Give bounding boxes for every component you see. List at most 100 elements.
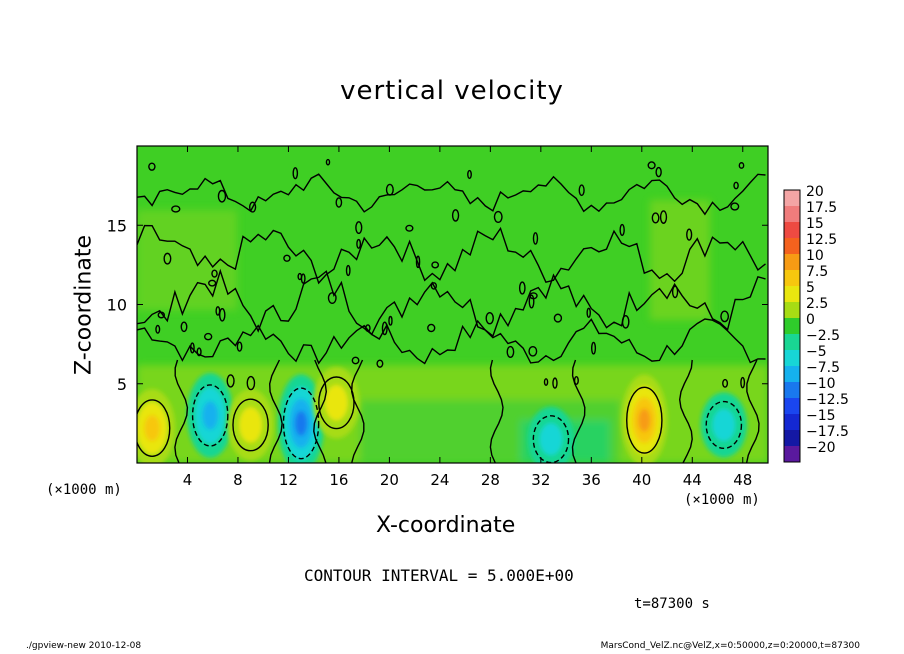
- contour-positive: [137, 399, 171, 457]
- contour-loop: [376, 359, 384, 368]
- contour-negative: [705, 400, 743, 450]
- colorbar-label: −2.5: [806, 328, 840, 344]
- colorbar-swatch: [784, 414, 800, 431]
- contour-positive: [318, 376, 355, 430]
- contour-zero: [137, 268, 766, 338]
- x-tick-label: 4: [183, 471, 193, 489]
- contour-loop: [297, 272, 303, 281]
- contour-loop: [356, 238, 362, 249]
- y-tick-label: 15: [107, 216, 127, 235]
- updraft-cell: [227, 389, 274, 461]
- colorbar-label: −15: [806, 408, 836, 424]
- contour-loop: [189, 342, 195, 354]
- contour-loop: [208, 279, 217, 287]
- colorbar-swatch: [784, 350, 800, 367]
- contour-loop: [381, 321, 388, 336]
- chart-title: vertical velocity: [340, 76, 564, 106]
- contour-loop: [292, 167, 299, 180]
- colorbar-swatch: [784, 366, 800, 383]
- contour-loop: [506, 345, 515, 358]
- colorbar-label: −7.5: [806, 360, 840, 376]
- contour-zero: [137, 173, 766, 216]
- contour-loop: [148, 162, 156, 171]
- contour-loop: [211, 269, 218, 278]
- contour-zero: [174, 359, 189, 463]
- contour-loop: [647, 161, 656, 170]
- contour-loop: [236, 341, 243, 352]
- contour-loop: [651, 212, 660, 224]
- contour-negative: [282, 387, 320, 460]
- colorbar-swatch: [784, 446, 800, 463]
- contour-loop: [528, 345, 538, 357]
- contour-loop: [327, 292, 337, 305]
- y-tick-label: 5: [117, 375, 127, 394]
- contour-loop: [590, 341, 597, 355]
- downdraft-cell: [187, 373, 234, 458]
- colorbar-swatch: [784, 286, 800, 303]
- x-axis-unit-left: (×1000 m): [46, 482, 122, 498]
- contour-loop: [427, 323, 436, 333]
- colorbar-label: 10: [806, 248, 824, 264]
- x-tick-label: 32: [531, 471, 550, 489]
- contour-loop: [451, 209, 460, 222]
- x-tick-label: 40: [632, 471, 651, 489]
- colorbar-label: 0: [806, 312, 815, 328]
- contour-loop: [671, 285, 679, 299]
- contour-loop: [180, 321, 188, 333]
- contour-loop: [196, 347, 202, 357]
- colorbar-label: 17.5: [806, 200, 837, 216]
- colorbar-swatch: [784, 398, 800, 415]
- contour-negative: [191, 384, 229, 447]
- contour-loop: [529, 292, 538, 300]
- footer-program-date: ./gpview-new 2010-12-08: [26, 641, 142, 651]
- contour-interval-label: CONTOUR INTERVAL = 5.000E+00: [304, 566, 574, 585]
- updraft-cell: [621, 374, 668, 463]
- colorbar-swatch: [784, 270, 800, 287]
- contour-loop: [388, 315, 393, 326]
- contour-loop: [155, 324, 161, 334]
- contour-loop: [733, 181, 739, 190]
- contour-zero: [268, 359, 283, 463]
- contour-loop: [467, 169, 472, 180]
- contour-loop: [430, 282, 438, 290]
- downdraft-cell: [277, 374, 325, 463]
- colorbar-label: −10: [806, 376, 836, 392]
- x-tick-label: 28: [481, 471, 500, 489]
- colorbar-label: 15: [806, 216, 824, 232]
- contour-zero: [678, 359, 693, 463]
- contour-loop: [720, 310, 730, 323]
- x-axis-unit-right: (×1000 m): [684, 492, 760, 508]
- contour-loop: [325, 158, 331, 166]
- footer-data-source: MarsCond_VelZ.nc@VelZ,x=0:50000,z=0:2000…: [600, 641, 860, 651]
- contour-loop: [740, 376, 746, 389]
- updraft-cell: [137, 389, 176, 463]
- colorbar-label: 5: [806, 280, 815, 296]
- colorbar-label: 20: [806, 184, 824, 200]
- contour-loop: [722, 378, 729, 388]
- contour-loop: [157, 311, 166, 319]
- colorbar-swatch: [784, 222, 800, 239]
- contour-positive: [626, 386, 663, 454]
- contour-loop: [355, 221, 363, 235]
- colorbar-swatch: [784, 318, 800, 335]
- contour-zero: [571, 359, 586, 463]
- velocity-field: [137, 146, 768, 463]
- contour-loop: [335, 197, 343, 208]
- colorbar-label: 12.5: [806, 232, 837, 248]
- contour-loop: [485, 311, 494, 325]
- contour-loop: [578, 184, 585, 197]
- contour-zero: [350, 359, 365, 463]
- colorbar-swatch: [784, 430, 800, 447]
- colorbar-label: −12.5: [806, 392, 849, 408]
- contour-loop: [528, 294, 535, 309]
- contour-loop: [619, 223, 625, 237]
- contour-loop: [532, 232, 539, 245]
- contour-loop: [217, 189, 227, 203]
- colorbar-label: −20: [806, 440, 836, 456]
- colorbar-swatch: [784, 190, 800, 207]
- contour-loop: [586, 307, 591, 318]
- updraft-cell: [313, 366, 360, 439]
- contour-loop: [226, 374, 235, 388]
- y-axis-label: Z-coordinate: [71, 235, 97, 375]
